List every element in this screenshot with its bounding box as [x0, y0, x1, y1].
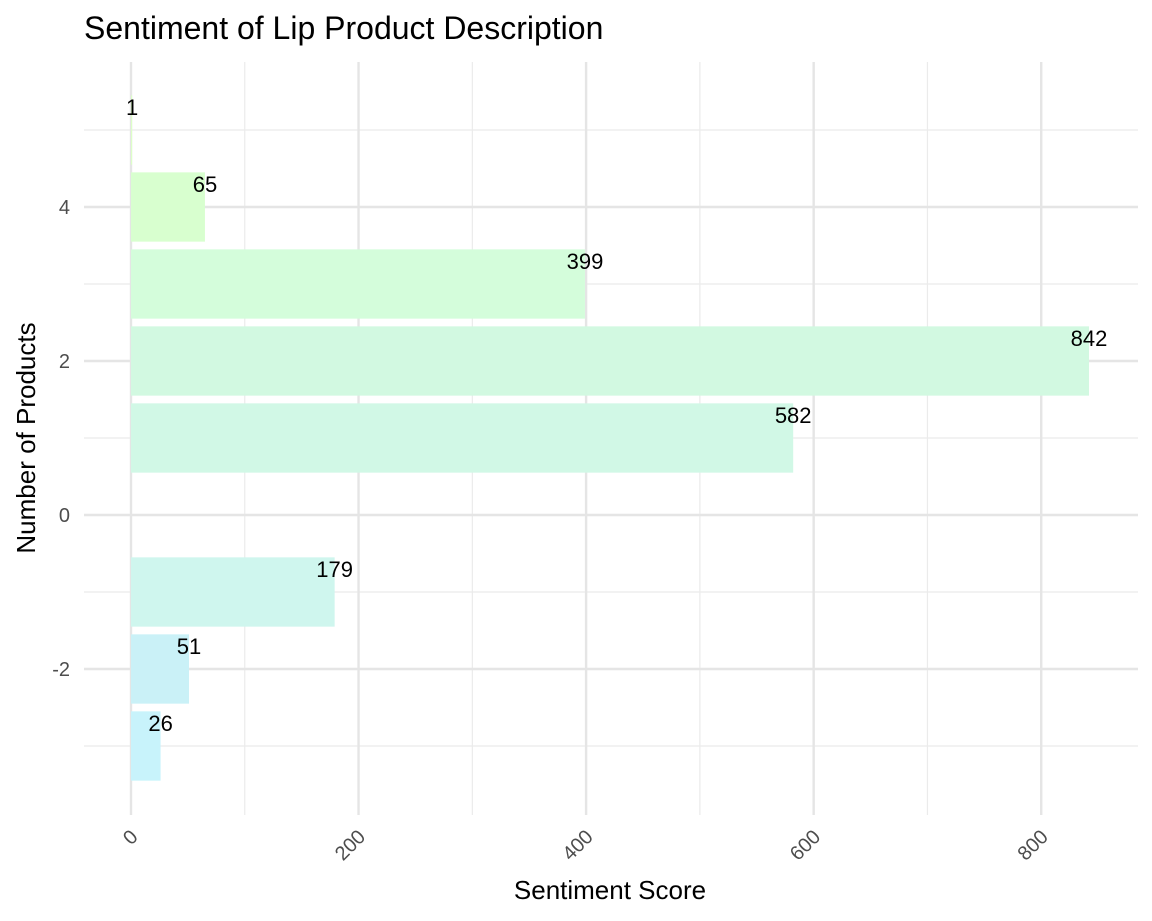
bar	[131, 249, 585, 319]
bar-value-label: 26	[148, 711, 172, 736]
bar	[131, 403, 794, 473]
bar-value-label: 65	[193, 172, 217, 197]
bars-layer	[131, 95, 1089, 781]
data-labels-layer: 26 51 179 582 842 399 65 1	[126, 95, 1107, 736]
y-tick-label: 2	[59, 351, 70, 373]
bar	[131, 634, 190, 704]
bar-value-label: 179	[316, 557, 353, 582]
bar-value-label: 399	[567, 249, 604, 274]
bar	[131, 711, 161, 781]
x-tick-label: 400	[558, 826, 597, 865]
bar	[131, 172, 205, 242]
bar	[131, 557, 335, 627]
y-tick-label: 0	[59, 505, 70, 527]
y-tick-label: -2	[52, 659, 70, 681]
bar-value-label: 1	[126, 95, 138, 120]
bar-value-label: 51	[177, 634, 201, 659]
bar-value-label: 842	[1071, 326, 1108, 351]
x-tick-label: 0	[119, 826, 142, 849]
x-tick-label: 200	[331, 826, 370, 865]
bar-value-label: 582	[775, 403, 812, 428]
bar	[131, 326, 1089, 396]
x-tick-label: 800	[1014, 826, 1053, 865]
x-axis-title: Sentiment Score	[514, 875, 706, 905]
chart-title: Sentiment of Lip Product Description	[84, 10, 603, 46]
bar	[131, 95, 133, 165]
y-axis-title: Number of Products	[11, 322, 41, 553]
y-tick-label: 4	[59, 197, 70, 219]
x-tick-label: 600	[786, 826, 825, 865]
